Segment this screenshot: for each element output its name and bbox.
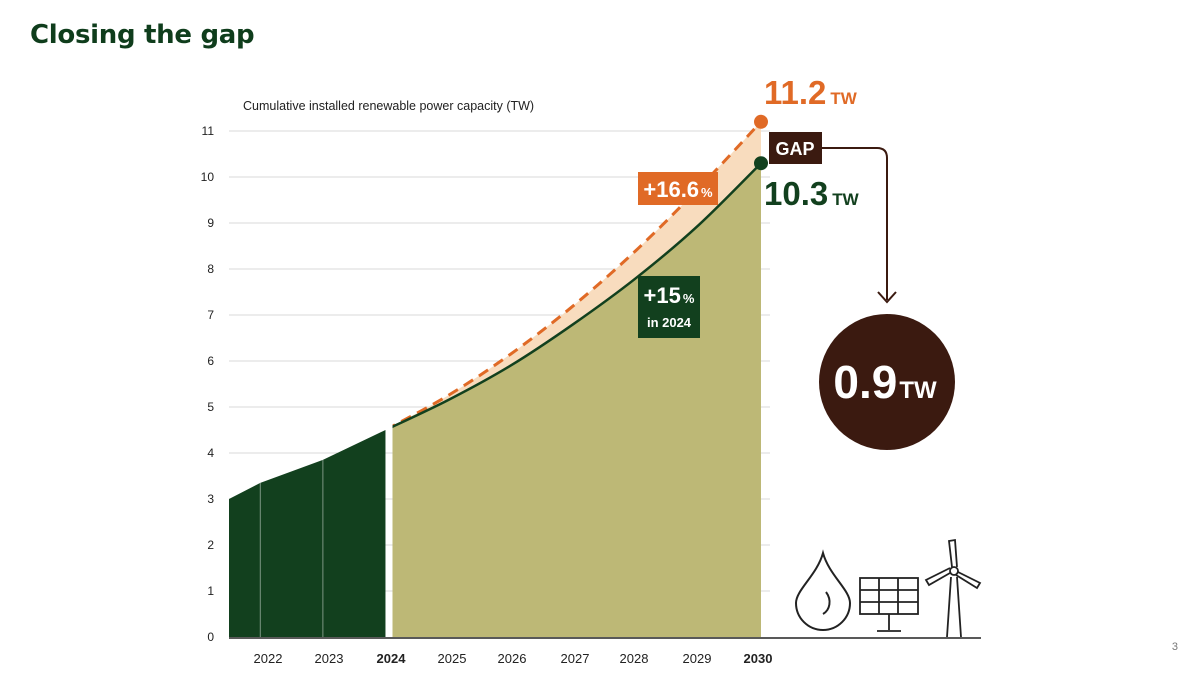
page-number: 3: [1171, 641, 1178, 653]
y-tick-label: 11: [202, 124, 215, 138]
gap-circle: [819, 314, 955, 450]
y-tick-label: 10: [201, 170, 215, 184]
x-tick-label: 2030: [744, 651, 773, 666]
y-tick-label: 4: [207, 446, 214, 460]
wind-turbine-icon: [924, 538, 982, 638]
y-tick-label: 2: [207, 538, 214, 552]
slide-title: Closing the gap: [30, 20, 255, 50]
turbine-tower: [946, 576, 962, 638]
x-tick-label: 2027: [561, 651, 590, 666]
series-line-low: [392, 162, 762, 429]
drop-highlight: [822, 591, 831, 615]
rate-high-label: +16.6%: [643, 177, 713, 202]
x-tick-label: 2025: [438, 651, 467, 666]
y-axis-title: Cumulative installed renewable power cap…: [243, 99, 534, 113]
solar-panel-icon: [859, 577, 919, 632]
gap-connector: [822, 147, 888, 300]
y-tick-label: 3: [207, 492, 214, 506]
high-value-label: 11.2 TW: [764, 74, 858, 111]
y-tick-label: 6: [207, 354, 214, 368]
x-tick-label: 2029: [683, 651, 712, 666]
y-tick-label: 7: [207, 308, 214, 322]
y-tick-label: 9: [207, 216, 214, 230]
gap-unit: TW: [899, 377, 937, 404]
low-unit: TW: [832, 190, 859, 209]
x-tick-label: 2024: [377, 651, 407, 666]
x-tick-label: 2023: [315, 651, 344, 666]
low-value: 10.3: [764, 175, 828, 212]
turbine-blade: [948, 538, 958, 568]
x-tick-label: 2028: [620, 651, 649, 666]
rate-high-value: +16.6: [643, 177, 699, 202]
rate-low-box: [638, 276, 700, 338]
y-tick-label: 8: [207, 262, 214, 276]
y-tick-label: 0: [207, 630, 214, 644]
y-tick-label: 5: [207, 400, 214, 414]
x-tick-label: 2026: [498, 651, 527, 666]
rate-low-value: +15: [644, 283, 681, 308]
gap-value-label: 0.9TW: [833, 356, 937, 408]
rate-low-note: in 2024: [647, 315, 692, 330]
rate-low-label: +15%: [644, 283, 695, 308]
gap-arrowhead: [877, 291, 897, 304]
rate-high-box: [638, 172, 718, 205]
y-tick-label: 1: [207, 584, 214, 598]
turbine-hub: [949, 566, 959, 576]
turbine-blade: [955, 571, 982, 590]
endpoint-low: [754, 156, 768, 171]
rate-low-unit: %: [683, 291, 695, 306]
hydro-drop-icon: [794, 549, 852, 631]
gap-label: GAP: [775, 139, 814, 159]
endpoint-high: [754, 114, 768, 129]
gap-value: 0.9: [833, 356, 897, 408]
low-value-label: 10.3 TW: [764, 175, 860, 212]
x-tick-label: 2022: [254, 651, 283, 666]
historical-area: [229, 430, 386, 637]
gap-label-box: [769, 132, 822, 164]
high-value: 11.2: [764, 74, 826, 111]
turbine-blade: [924, 567, 951, 587]
high-unit: TW: [830, 89, 857, 108]
drop-outline: [794, 549, 852, 631]
rate-high-unit: %: [701, 185, 713, 200]
panel-frame: [859, 577, 919, 615]
